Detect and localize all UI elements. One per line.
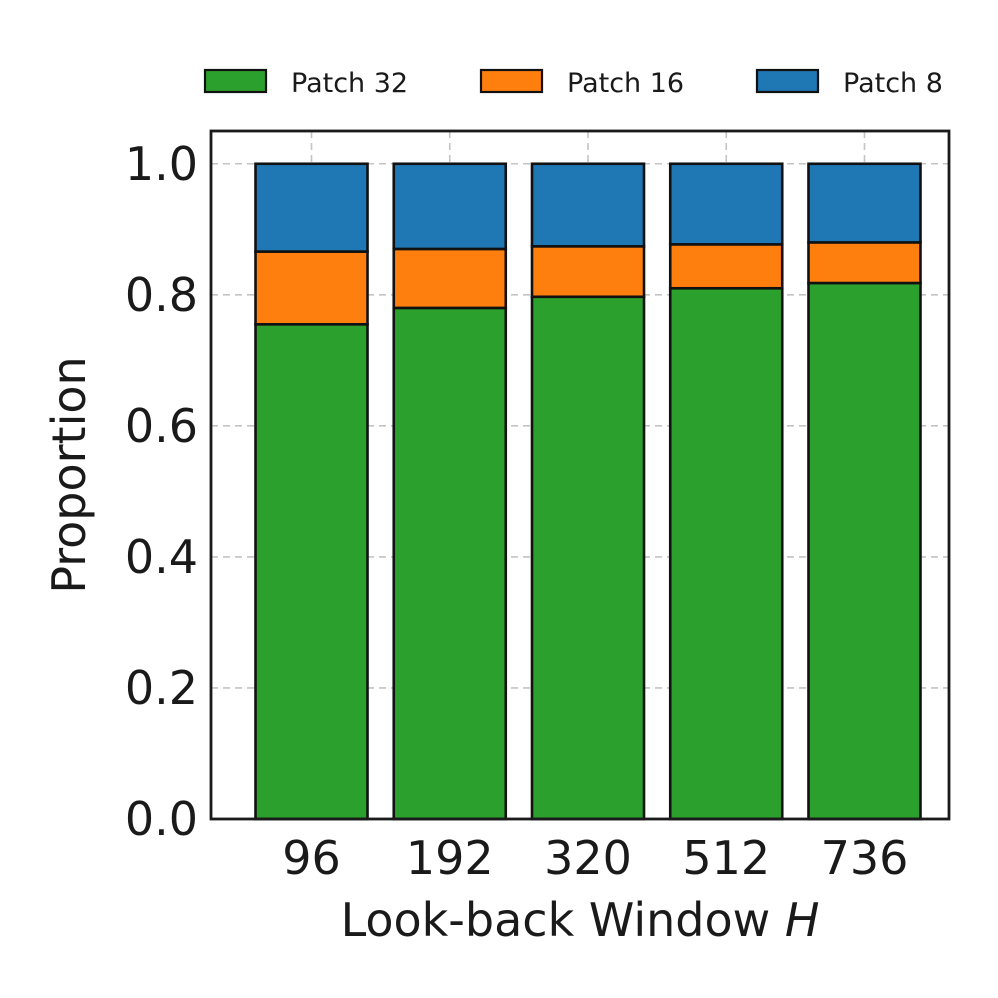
bar-patch-32-736 bbox=[807, 281, 922, 821]
x-tick-label: 736 bbox=[821, 831, 909, 885]
bar-patch-32-512 bbox=[668, 286, 784, 821]
legend: Patch 32 Patch 16 Patch 8 bbox=[203, 68, 943, 99]
legend-swatch-patch-16 bbox=[479, 68, 544, 94]
legend-label-patch-8: Patch 8 bbox=[843, 68, 943, 99]
y-tick-label: 0.6 bbox=[125, 399, 198, 453]
bar-patch-8-320 bbox=[530, 162, 646, 248]
bar-patch-8-512 bbox=[668, 162, 784, 246]
bars bbox=[254, 162, 922, 821]
bar-patch-16-512 bbox=[668, 243, 784, 290]
y-tick-label: 0.4 bbox=[125, 530, 198, 584]
x-tick-label: 96 bbox=[282, 831, 341, 885]
bar-patch-16-736 bbox=[807, 241, 922, 285]
y-tick-label: 0.2 bbox=[125, 661, 198, 715]
bar-patch-32-192 bbox=[392, 306, 508, 821]
bar-patch-8-192 bbox=[392, 162, 508, 251]
bar-patch-8-736 bbox=[807, 162, 922, 244]
x-tick-label: 512 bbox=[682, 831, 770, 885]
x-axis-title-variable: H bbox=[785, 893, 820, 947]
bar-patch-32-320 bbox=[530, 295, 646, 821]
x-axis-title: Look-back Window H bbox=[341, 893, 820, 947]
x-tick-label: 320 bbox=[544, 831, 632, 885]
legend-swatch-patch-32 bbox=[203, 68, 268, 94]
y-tick-label: 0.8 bbox=[125, 268, 198, 322]
ticks: 0.0 0.2 0.4 0.6 0.8 1.0 96 192 320 512 736 bbox=[125, 137, 909, 885]
legend-label-patch-16: Patch 16 bbox=[567, 68, 684, 99]
y-tick-label: 1.0 bbox=[125, 137, 198, 191]
x-tick-label: 192 bbox=[406, 831, 494, 885]
y-tick-label: 0.0 bbox=[125, 792, 198, 846]
x-axis-title-main: Look-back Window bbox=[341, 893, 785, 947]
bar-patch-32-96 bbox=[254, 322, 369, 821]
bar-patch-16-96 bbox=[254, 250, 369, 326]
bar-patch-16-320 bbox=[530, 245, 646, 299]
bar-patch-8-96 bbox=[254, 162, 369, 253]
y-axis-title: Proportion bbox=[42, 356, 96, 593]
plot-frame bbox=[209, 129, 951, 821]
bar-patch-16-192 bbox=[392, 247, 508, 310]
legend-label-patch-32: Patch 32 bbox=[291, 68, 408, 99]
legend-swatch-patch-8 bbox=[755, 68, 820, 94]
